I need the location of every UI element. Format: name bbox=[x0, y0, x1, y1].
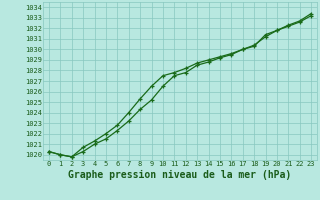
X-axis label: Graphe pression niveau de la mer (hPa): Graphe pression niveau de la mer (hPa) bbox=[68, 170, 292, 180]
